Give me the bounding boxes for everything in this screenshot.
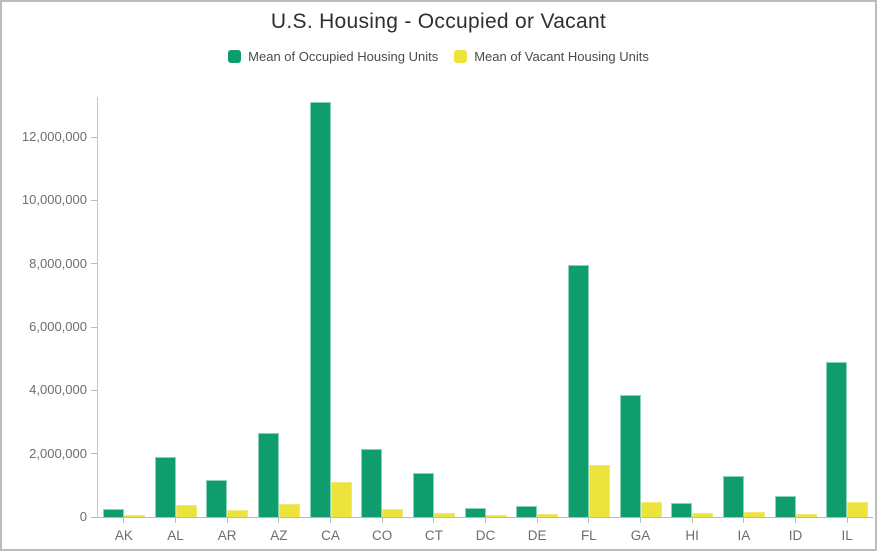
chart-title: U.S. Housing - Occupied or Vacant	[270, 10, 607, 33]
bar-occupied-CO	[361, 449, 383, 517]
bar-occupied-DC	[464, 508, 486, 517]
x-axis-label-HI: HI	[685, 528, 699, 543]
x-axis-label-IL: IL	[841, 528, 853, 543]
x-axis-tick	[175, 518, 176, 523]
vacant-series-swatch-icon	[454, 50, 468, 63]
bar-vacant-CO	[382, 509, 404, 517]
y-axis-tick	[91, 516, 97, 518]
bar-vacant-AZ	[278, 504, 300, 517]
bar-occupied-IL	[826, 362, 848, 517]
y-axis-label: 12,000,000	[21, 129, 87, 145]
bar-vacant-IA	[743, 512, 765, 517]
plot-area: 0 2,000,000 4,000,000 6,000,000 8,000,000 10,…	[22, 97, 873, 543]
x-axis-label-CT: CT	[424, 528, 443, 543]
bar-vacant-DE	[537, 514, 559, 517]
x-axis-tick	[485, 518, 486, 523]
bar-vacant-FL	[588, 465, 610, 517]
bar-occupied-IA	[722, 476, 744, 517]
legend: Mean of Occupied Housing Units Mean of V…	[2, 49, 875, 64]
x-axis-tick	[123, 518, 125, 523]
y-axis-tick	[91, 263, 97, 265]
bar-occupied-AZ	[257, 433, 279, 517]
bar-occupied-CT	[412, 473, 434, 517]
bar-vacant-ID	[795, 514, 817, 517]
legend-label-vacant: Mean of Vacant Housing Units	[474, 49, 649, 64]
bar-occupied-ID	[774, 496, 796, 517]
bar-vacant-AK	[123, 515, 145, 517]
x-axis-label-FL: FL	[580, 528, 597, 543]
bar-occupied-AR	[206, 480, 228, 517]
x-axis-label-AR: AR	[217, 528, 237, 543]
bar-occupied-FL	[567, 265, 589, 517]
bar-vacant-AR	[227, 510, 249, 517]
bar-occupied-GA	[619, 395, 641, 517]
y-axis-tick	[91, 199, 97, 201]
x-axis-tick	[846, 518, 848, 523]
y-axis-label: 10,000,000	[21, 192, 87, 208]
y-axis-tick	[91, 453, 97, 455]
bar-vacant-CA	[330, 482, 352, 517]
x-axis-tick	[640, 518, 641, 523]
y-axis-tick	[91, 389, 97, 391]
x-axis-tick	[588, 518, 590, 523]
bar-vacant-AL	[175, 505, 197, 517]
x-axis-tick	[278, 518, 280, 523]
y-axis-tick	[91, 136, 97, 138]
y-axis-label: 0	[79, 509, 87, 524]
x-axis-label-CA: CA	[321, 528, 340, 543]
x-axis-tick	[433, 518, 435, 523]
bar-vacant-IL	[847, 502, 869, 517]
bar-occupied-AK	[102, 509, 124, 517]
bar-occupied-DE	[516, 506, 538, 517]
bar-occupied-HI	[671, 503, 693, 517]
y-axis-label: 6,000,000	[29, 319, 87, 335]
bar-vacant-HI	[692, 513, 714, 517]
x-axis-label-IA: IA	[737, 528, 751, 543]
y-axis-label: 2,000,000	[29, 445, 87, 461]
legend-item-vacant: Mean of Vacant Housing Units	[454, 49, 649, 64]
x-axis-label-DC: DC	[475, 528, 496, 543]
x-axis-label-AK: AK	[114, 528, 133, 543]
x-axis-tick	[795, 518, 796, 523]
x-axis-tick	[743, 518, 745, 523]
x-axis-label-GA: GA	[630, 528, 651, 543]
bar-occupied-CA	[309, 102, 331, 517]
y-axis-label: 8,000,000	[29, 255, 87, 271]
x-axis-label-DE: DE	[527, 528, 547, 543]
occupied-series-swatch-icon	[228, 50, 242, 63]
x-axis-label-ID: ID	[788, 528, 803, 543]
x-axis-tick	[226, 518, 228, 523]
x-axis-label-AZ: AZ	[270, 528, 288, 543]
x-axis-tick	[330, 518, 331, 523]
y-axis-label: 4,000,000	[29, 382, 87, 398]
x-axis-label-AL: AL	[167, 528, 184, 543]
legend-label-occupied: Mean of Occupied Housing Units	[248, 49, 439, 64]
bar-occupied-AL	[154, 457, 176, 517]
x-axis-tick	[381, 518, 383, 523]
x-axis-tick	[536, 518, 538, 523]
bar-vacant-GA	[640, 502, 662, 517]
x-axis-tick	[691, 518, 693, 523]
bar-vacant-DC	[485, 515, 507, 517]
bar-vacant-CT	[433, 513, 455, 517]
y-axis-tick	[91, 326, 97, 328]
x-axis-label-CO: CO	[372, 528, 393, 543]
legend-item-occupied: Mean of Occupied Housing Units	[228, 49, 438, 64]
